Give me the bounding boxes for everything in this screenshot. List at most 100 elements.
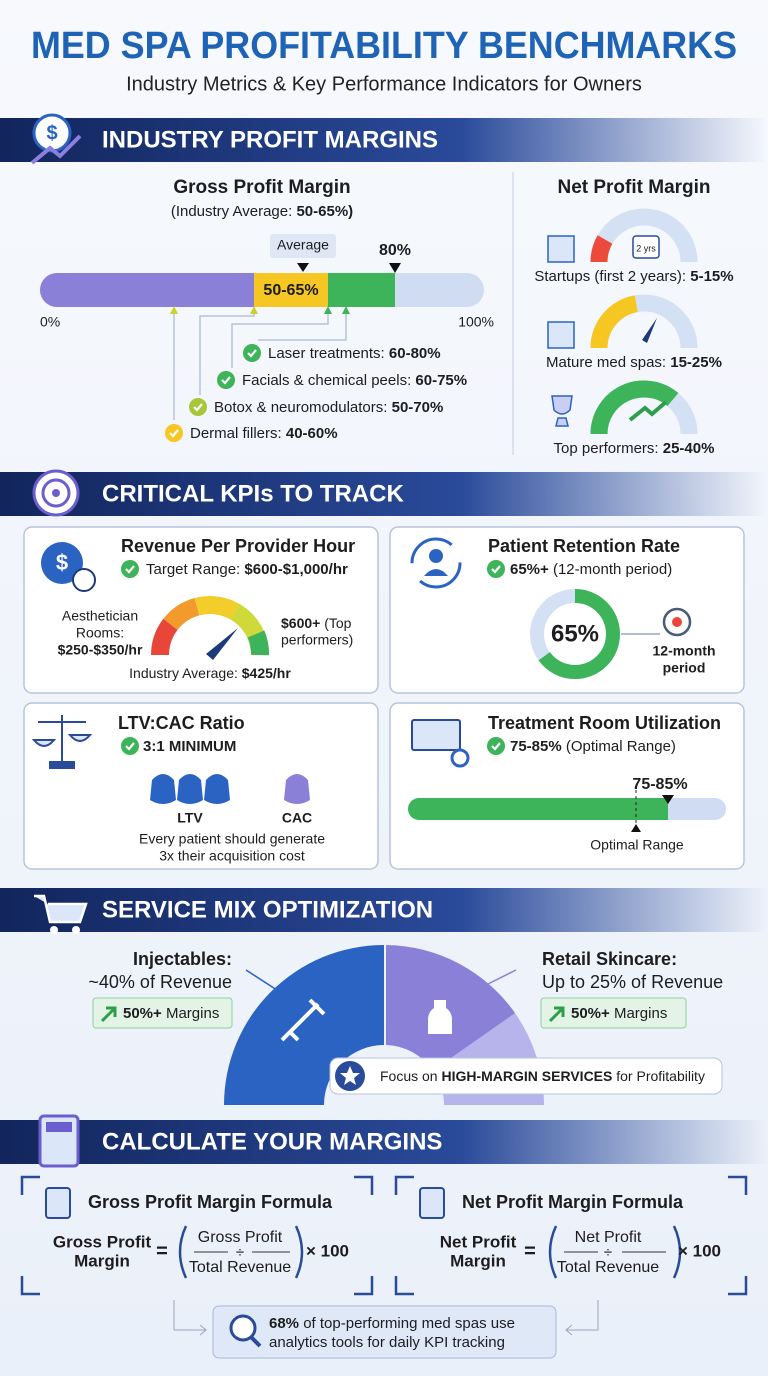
- tier-label: Top performers: 25-40%: [554, 440, 715, 457]
- check-badge: [165, 424, 183, 442]
- decoration: [590, 235, 613, 263]
- card-title: LTV:CAC Ratio: [118, 713, 245, 733]
- bottle-icon: [428, 1000, 452, 1034]
- card-title: Treatment Room Utilization: [488, 713, 721, 733]
- page-subtitle: Industry Metrics & Key Performance Indic…: [126, 73, 642, 95]
- right-label: $600+ (Top: [281, 615, 352, 631]
- section-banner: [0, 1120, 768, 1164]
- arrow-icon: [548, 1006, 565, 1023]
- formula-numerator: Net Profit: [575, 1229, 642, 1246]
- check-mark: [491, 565, 501, 574]
- decoration: [590, 380, 679, 435]
- pointer: [324, 306, 350, 314]
- gauges: [590, 208, 698, 435]
- check-mark: [491, 742, 501, 751]
- decoration: [551, 395, 573, 427]
- average-box: [270, 234, 336, 258]
- decoration: [547, 235, 575, 263]
- decoration: [150, 774, 176, 804]
- calculator-screen: [46, 1122, 72, 1132]
- needle: [642, 318, 657, 343]
- pointer: [389, 263, 401, 273]
- tier-name: Top performers:: [554, 440, 663, 457]
- decoration: [49, 761, 75, 769]
- pointer: [662, 795, 674, 804]
- mix-share: ~40% of Revenue: [88, 972, 232, 992]
- callout-part: for Profitability: [612, 1068, 705, 1084]
- check-badge: [487, 737, 505, 755]
- right-value: $600+: [281, 615, 320, 631]
- cart-wheel: [72, 926, 80, 934]
- section-heading: SERVICE MIX OPTIMIZATION: [102, 896, 433, 923]
- callout-text: Focus on HIGH-MARGIN SERVICES for Profit…: [380, 1068, 705, 1084]
- avg-label: Industry Average:: [129, 665, 242, 681]
- decoration: [194, 596, 240, 620]
- gross-title: Gross Profit Margin: [173, 177, 350, 198]
- magnifier-handle: [249, 1335, 262, 1348]
- check-mark: [169, 429, 179, 438]
- check-badge: [243, 344, 261, 362]
- target-value: 65%+: [510, 561, 549, 578]
- mix-title: Injectables:: [133, 949, 232, 969]
- marker-label: 75-85%: [632, 776, 687, 793]
- card-title: Patient Retention Rate: [488, 536, 680, 556]
- service-item: Botox & neuromodulators: 50-70%: [214, 399, 443, 416]
- average-line: Industry Average: $425/hr: [129, 665, 291, 681]
- tier-range: 25-40%: [663, 440, 715, 457]
- tier-label: Mature med spas: 15-25%: [546, 354, 722, 371]
- callout-part: HIGH-MARGIN SERVICES: [441, 1068, 612, 1084]
- decoration: [547, 321, 575, 349]
- mix-segment: [386, 945, 516, 1071]
- trend-arrow: [30, 134, 82, 165]
- service-range: 60-75%: [415, 372, 467, 389]
- decoration: [150, 618, 178, 656]
- pointer: [631, 824, 641, 832]
- tier-range: 5-15%: [690, 268, 733, 285]
- card-target: Target Range: $600-$1,000/hr: [146, 561, 348, 578]
- cycle-icon: [410, 537, 462, 589]
- check-badge: [121, 737, 139, 755]
- ltv-label: LTV: [177, 810, 203, 826]
- service-item: Facials & chemical peels: 60-75%: [242, 372, 467, 389]
- cac-label: CAC: [282, 810, 312, 826]
- formula-title: Net Profit Margin Formula: [462, 1192, 684, 1212]
- section-heading: CRITICAL KPIs TO TRACK: [102, 480, 404, 507]
- room-sign: [411, 719, 461, 751]
- callout-box: [329, 1057, 723, 1095]
- axis-min: 0%: [40, 314, 60, 330]
- marker-label: 80%: [379, 242, 411, 259]
- service-range: 50-70%: [392, 399, 444, 416]
- check-mark: [221, 376, 231, 385]
- margin-text: 50%+ Margins: [571, 1005, 667, 1022]
- formula-numerator: Gross Profit: [198, 1229, 283, 1246]
- formula-operator: ÷: [236, 1244, 244, 1261]
- needle: [206, 628, 238, 660]
- footer-stat: 68%: [269, 1315, 299, 1332]
- card-target: 3:1 MINIMUM: [143, 738, 236, 755]
- target-label: (12-month period): [549, 561, 672, 578]
- tier-name: Startups (first 2 years):: [534, 268, 690, 285]
- gross-note: (Industry Average: 50-65%): [171, 203, 353, 220]
- footer-line: analytics tools for daily KPI tracking: [269, 1334, 505, 1351]
- check-mark: [125, 565, 135, 574]
- callout-part: Focus on: [380, 1068, 441, 1084]
- target-icon: [662, 607, 692, 637]
- money-icon: [41, 542, 83, 584]
- target-label: Target Range:: [146, 561, 244, 578]
- connector: [245, 969, 281, 993]
- side-label: period: [663, 660, 706, 676]
- margin-label: Margins: [162, 1005, 220, 1022]
- calendar-badge: 2 yrs: [636, 243, 656, 253]
- page-title: MED SPA PROFITABILITY BENCHMARKS: [31, 25, 737, 67]
- formula-denominator: Total Revenue: [189, 1259, 291, 1276]
- check-badge: [217, 371, 235, 389]
- formula-equals: =: [524, 1240, 536, 1262]
- formula-lhs: Margin: [450, 1251, 506, 1270]
- footer-box: [212, 1305, 557, 1359]
- building-icons: [547, 235, 575, 427]
- formula-title: Gross Profit Margin Formula: [88, 1192, 333, 1212]
- formula-multiplier: × 100: [306, 1241, 349, 1260]
